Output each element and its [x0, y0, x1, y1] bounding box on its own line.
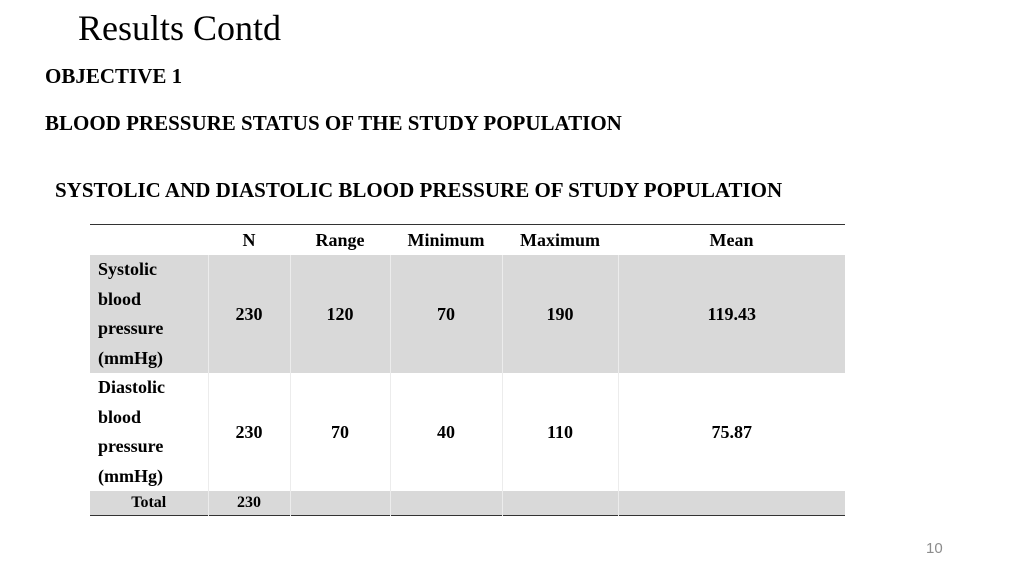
section-heading: BLOOD PRESSURE STATUS OF THE STUDY POPUL…: [45, 111, 622, 135]
row-label-line: (mmHg): [98, 465, 163, 486]
header-n: N: [242, 229, 256, 250]
row-label-line: (mmHg): [98, 347, 163, 368]
cell-systolic-n: 230: [207, 255, 290, 373]
row-label-total: Total: [90, 491, 208, 516]
cell-diastolic-maximum: 110: [501, 373, 618, 491]
objective-label: OBJECTIVE 1: [45, 64, 183, 88]
page-number: 10: [926, 540, 943, 557]
table-row-diastolic: Diastolic blood pressure (mmHg) 230 70 4…: [90, 373, 845, 491]
row-label-systolic: Systolic blood pressure (mmHg): [90, 255, 208, 373]
cell-systolic-minimum: 70: [389, 255, 502, 373]
row-label-line: Diastolic: [98, 377, 165, 397]
header-blank: [90, 225, 208, 256]
row-label-diastolic: Diastolic blood pressure (mmHg): [90, 373, 208, 491]
cell-diastolic-n: 230: [207, 373, 290, 491]
table-row-total: Total 230: [90, 491, 845, 516]
table-row-systolic: Systolic blood pressure (mmHg) 230 120 7…: [90, 255, 845, 373]
cell-systolic-maximum: 190: [501, 255, 618, 373]
cell-total-mean: [617, 491, 845, 516]
blood-pressure-table: N Range Minimum Maximum Mean Systolic bl…: [90, 224, 845, 516]
header-maximum: Maximum: [520, 229, 600, 250]
cell-total-range: [289, 491, 390, 516]
row-label-line: Systolic: [98, 259, 158, 279]
table-header-row: N Range Minimum Maximum Mean: [90, 224, 845, 256]
row-label-line: pressure: [98, 318, 164, 338]
cell-systolic-mean: 119.43: [617, 255, 845, 373]
header-mean: Mean: [709, 229, 754, 250]
header-minimum: Minimum: [407, 229, 485, 250]
cell-systolic-range: 120: [289, 255, 390, 373]
cell-diastolic-range: 70: [289, 373, 390, 491]
slide-title: Results Contd: [78, 8, 282, 48]
cell-diastolic-mean: 75.87: [617, 373, 845, 491]
cell-total-minimum: [389, 491, 502, 516]
cell-diastolic-minimum: 40: [389, 373, 502, 491]
table-title: SYSTOLIC AND DIASTOLIC BLOOD PRESSURE OF…: [55, 178, 783, 202]
row-label-line: blood: [98, 288, 142, 309]
row-label-line: blood: [98, 406, 142, 427]
row-label-line: pressure: [98, 436, 164, 456]
cell-total-maximum: [501, 491, 618, 516]
cell-total-n: 230: [207, 491, 290, 516]
header-range: Range: [315, 229, 365, 250]
